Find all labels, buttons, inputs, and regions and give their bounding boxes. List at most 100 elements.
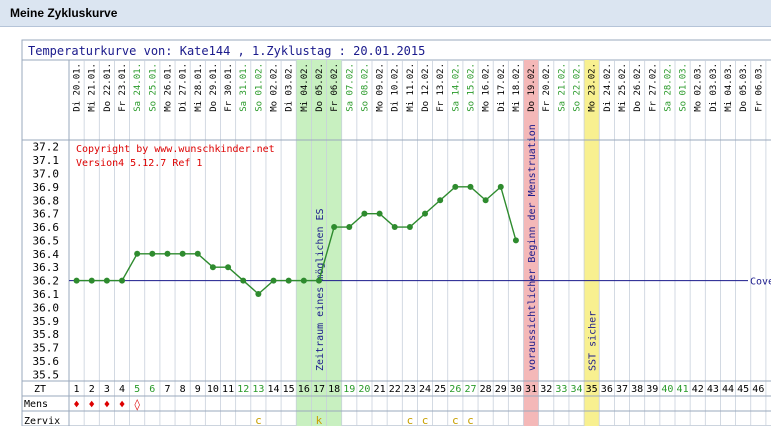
zervix-marker: c (255, 414, 262, 426)
chart-frame (21, 39, 771, 426)
date-label: So 22.02. (573, 63, 583, 112)
date-label: Mo 23.02. (588, 63, 598, 112)
temperature-point (134, 250, 141, 257)
date-label: Do 29.01. (209, 63, 219, 112)
date-label: So 01.03. (679, 63, 689, 112)
cycle-day-number: 35 (586, 384, 598, 395)
cycle-day-number: 19 (343, 384, 355, 395)
highlight-band (296, 60, 342, 426)
date-label: Sa 14.02. (451, 63, 461, 112)
mens-marker: ♦ (104, 398, 111, 411)
cycle-day-number: 6 (149, 384, 155, 395)
cycle-day-number: 38 (631, 384, 643, 395)
date-label: Di 24.02. (603, 63, 613, 112)
date-label: Do 26.02. (633, 63, 643, 112)
cycle-day-number: 3 (104, 384, 110, 395)
date-label: Sa 31.01. (239, 63, 249, 112)
cycle-day-number: 13 (252, 384, 264, 395)
cycle-day-number: 27 (464, 384, 476, 395)
date-label: Mo 26.01. (163, 63, 173, 112)
cycle-day-number: 25 (434, 384, 446, 395)
date-label: Sa 07.02. (345, 63, 355, 112)
cycle-day-number: 43 (707, 384, 719, 395)
y-tick-label: 36.0 (33, 301, 60, 314)
cycle-day-number: 41 (677, 384, 689, 395)
temperature-point (482, 197, 489, 204)
temperature-point (300, 277, 307, 284)
y-tick-label: 35.5 (33, 368, 60, 381)
cycle-day-number: 15 (283, 384, 295, 395)
y-tick-label: 37.1 (33, 154, 60, 167)
cycle-day-number: 4 (119, 384, 125, 395)
cycle-day-number: 10 (207, 384, 219, 395)
cycle-day-number: 9 (195, 384, 201, 395)
temperature-point (437, 197, 444, 204)
y-tick-label: 36.2 (33, 275, 60, 288)
cycle-day-number: 18 (328, 384, 340, 395)
date-label: Di 03.02. (285, 63, 295, 112)
date-label: Sa 28.02. (663, 63, 673, 112)
cycle-day-number: 33 (555, 384, 567, 395)
highlight-band (584, 60, 600, 426)
temperature-point (376, 210, 383, 217)
date-label: Di 17.02. (497, 63, 507, 112)
y-tick-label: 36.6 (33, 221, 60, 234)
y-tick-label: 36.1 (33, 288, 60, 301)
y-tick-label: 35.6 (33, 355, 60, 368)
date-label: Di 10.02. (391, 63, 401, 112)
y-tick-label: 36.3 (33, 261, 60, 274)
cycle-day-number: 7 (164, 384, 170, 395)
cycle-day-number: 1 (74, 384, 80, 395)
date-label: Do 19.02. (527, 63, 537, 112)
temperature-point (255, 290, 262, 297)
window-title: Meine Zykluskurve (10, 6, 118, 20)
mens-marker: ♦ (119, 398, 126, 411)
cycle-day-number: 45 (737, 384, 749, 395)
y-tick-label: 35.7 (33, 342, 60, 355)
mens-marker: ◊ (134, 398, 141, 411)
cycle-day-number: 11 (222, 384, 234, 395)
date-label: So 01.02. (254, 63, 264, 112)
coverline-label: Cove (750, 277, 771, 288)
temperature-point (452, 183, 459, 190)
cycle-day-number: 40 (661, 384, 673, 395)
temperature-point (209, 264, 216, 271)
cycle-day-number: 16 (298, 384, 310, 395)
cycle-day-number: 28 (480, 384, 492, 395)
cycle-day-number: 20 (358, 384, 370, 395)
date-label: Mi 04.03. (724, 63, 734, 112)
y-tick-label: 35.8 (33, 328, 60, 341)
zervix-marker: c (467, 414, 474, 426)
temperature-point (179, 250, 186, 257)
cycle-day-number: 8 (180, 384, 186, 395)
cycle-day-number: 26 (449, 384, 461, 395)
date-label: Di 03.03. (709, 63, 719, 112)
temperature-point (331, 224, 338, 231)
temperature-point (422, 210, 429, 217)
date-label: Mi 25.02. (618, 63, 628, 112)
cycle-day-number: 14 (268, 384, 280, 395)
y-tick-label: 36.7 (33, 208, 60, 221)
y-tick-label: 37.0 (33, 167, 60, 180)
date-label: Mi 18.02. (512, 63, 522, 112)
temperature-point (512, 237, 519, 244)
date-label: Mo 02.02. (270, 63, 280, 112)
y-tick-label: 37.2 (33, 141, 60, 154)
highlight-label: voraussichtlicher Beginn der Menstruatio… (527, 124, 538, 371)
date-label: Mi 04.02. (300, 63, 310, 112)
date-label: Do 22.01. (103, 63, 113, 112)
date-label: Mo 09.02. (376, 63, 386, 112)
date-label: Di 27.01. (179, 63, 189, 112)
cycle-day-number: 34 (571, 384, 583, 395)
zt-label: ZT (34, 384, 46, 395)
mens-marker: ♦ (73, 398, 80, 411)
temperature-point (88, 277, 95, 284)
temperature-point (497, 183, 504, 190)
date-label: Mo 16.02. (482, 63, 492, 112)
temperature-point (164, 250, 171, 257)
cycle-day-number: 22 (389, 384, 401, 395)
window-titlebar: Meine Zykluskurve (0, 0, 771, 27)
temperature-point (391, 224, 398, 231)
date-label: Mo 02.03. (694, 63, 704, 112)
